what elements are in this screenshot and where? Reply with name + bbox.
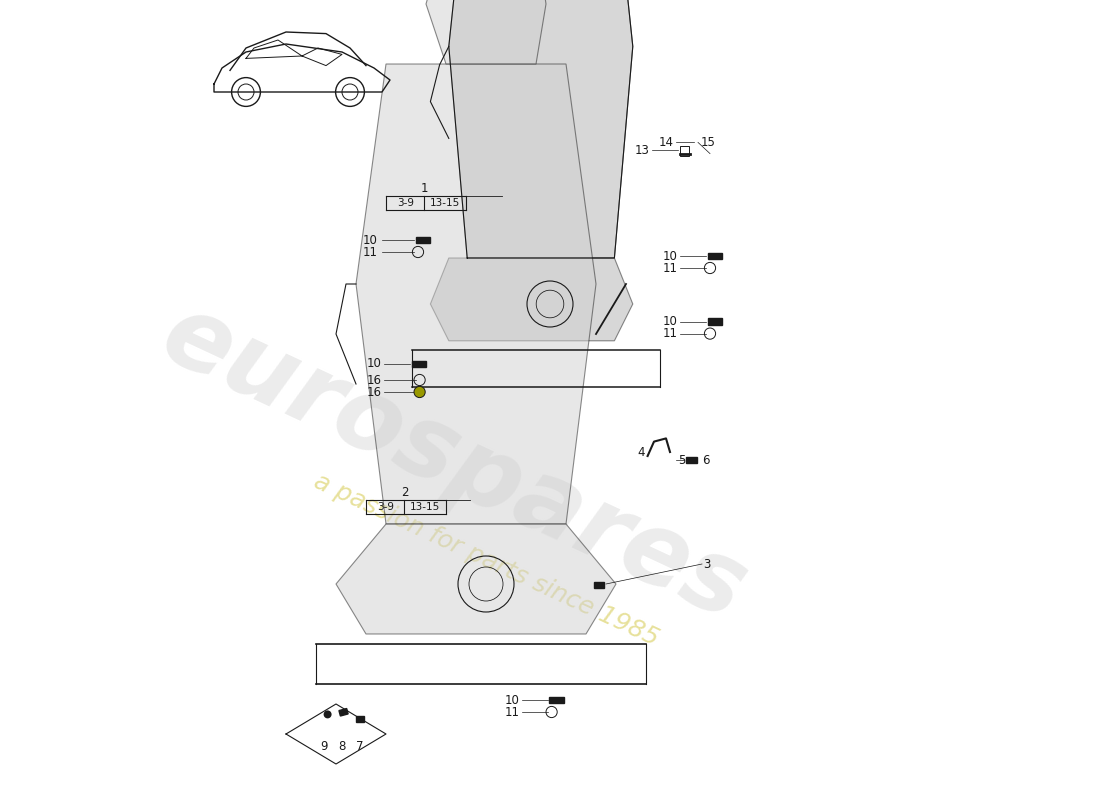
Text: a passion for parts since 1985: a passion for parts since 1985 — [310, 470, 662, 650]
Text: 3-9: 3-9 — [397, 198, 414, 208]
Text: 14: 14 — [659, 136, 674, 149]
Text: 1: 1 — [420, 182, 428, 194]
Text: 5: 5 — [678, 454, 685, 466]
Text: 13: 13 — [635, 144, 650, 157]
Polygon shape — [449, 0, 632, 258]
Text: 10: 10 — [663, 250, 678, 262]
Polygon shape — [430, 258, 632, 341]
Bar — [707, 253, 722, 259]
Text: 4: 4 — [637, 446, 645, 458]
Text: 11: 11 — [505, 706, 519, 718]
Bar — [356, 716, 364, 722]
Bar — [594, 582, 604, 588]
Bar — [707, 318, 722, 325]
Text: 13-15: 13-15 — [430, 198, 460, 208]
Text: 8: 8 — [339, 740, 345, 753]
Text: 9: 9 — [321, 740, 328, 753]
Text: 10: 10 — [505, 694, 519, 706]
Text: 15: 15 — [701, 136, 715, 149]
Bar — [411, 361, 426, 367]
Text: 2: 2 — [400, 486, 408, 498]
Bar — [549, 697, 563, 703]
Text: 10: 10 — [363, 234, 378, 246]
Text: eurospares: eurospares — [146, 286, 761, 642]
Text: 10: 10 — [367, 358, 382, 370]
Polygon shape — [426, 0, 546, 64]
Text: 10: 10 — [663, 315, 678, 328]
Bar — [339, 709, 348, 716]
Text: 6: 6 — [702, 454, 710, 466]
Text: 7: 7 — [356, 740, 363, 753]
Text: 11: 11 — [363, 246, 378, 258]
Circle shape — [323, 710, 331, 718]
Bar — [686, 457, 697, 463]
Polygon shape — [336, 524, 616, 634]
Bar — [680, 146, 690, 156]
Text: 11: 11 — [663, 262, 678, 274]
Polygon shape — [356, 64, 596, 524]
Text: 13-15: 13-15 — [410, 502, 440, 512]
Text: 3-9: 3-9 — [376, 502, 394, 512]
Text: 3: 3 — [704, 558, 711, 570]
Bar — [416, 237, 430, 243]
Circle shape — [414, 386, 426, 398]
Text: 16: 16 — [367, 374, 382, 386]
Text: 11: 11 — [663, 327, 678, 340]
Text: 16: 16 — [367, 386, 382, 398]
